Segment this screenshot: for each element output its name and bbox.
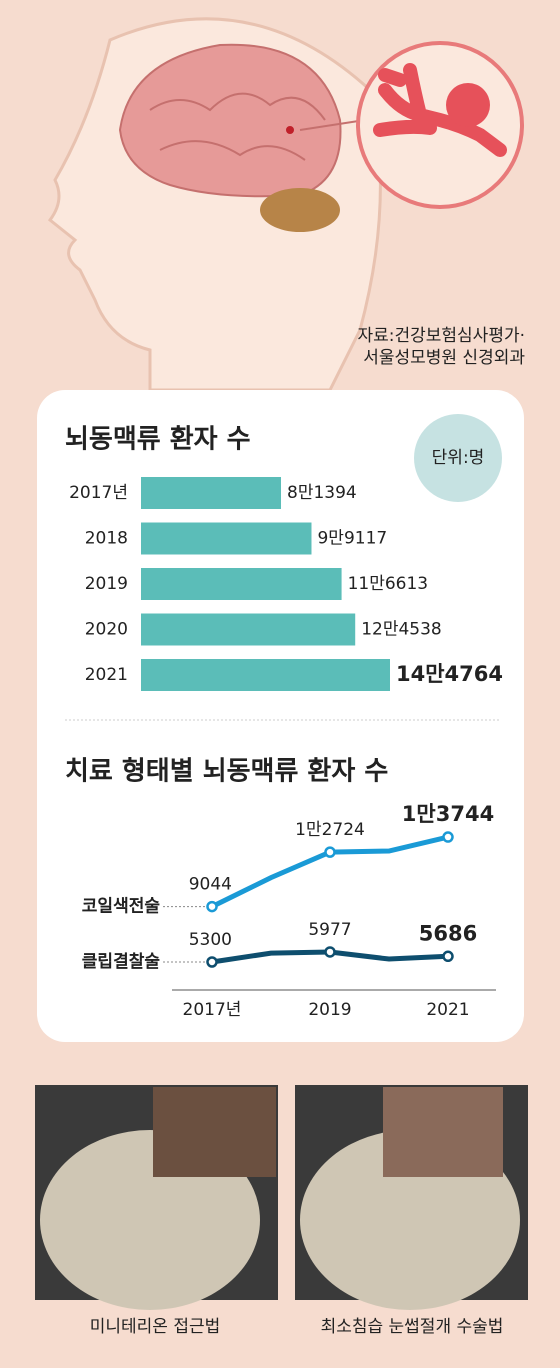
pointer [299,119,366,131]
bar [141,613,356,646]
value-label: 14만4764 [396,662,503,686]
value-label: 5977 [308,920,351,940]
source: 자료:건강보험심사평가· [357,326,525,346]
brain-folds [149,92,326,161]
series-label: 코일색전술 [82,897,161,917]
value-label: 1만3744 [402,802,494,826]
y-tick-label: 2017년 [69,483,128,503]
x-tick-label: 2017년 [183,1000,242,1020]
marker [442,831,454,843]
x-tick-label: 2019 [308,1000,351,1020]
y-tick-label: 2020 [85,620,128,640]
aneurysm-spot [286,126,294,134]
y-tick-label: 2019 [85,574,128,594]
marker [442,950,454,963]
brain [118,43,342,198]
value-label: 9만9117 [317,529,387,549]
value-label: 9044 [189,875,232,895]
series-label: 클립결찰술 [82,952,161,972]
vessel [373,63,507,157]
cerebellum [260,188,340,232]
y-tick-label: 2021 [85,665,128,685]
aneurysm [446,83,490,127]
chart-title: 뇌동맥류 환자 수 [65,425,251,455]
marker [206,956,218,968]
value-label: 5300 [189,930,232,950]
bar [141,477,282,509]
unit: 단위:명 [432,448,485,468]
caption: 미니테리온 접근법 [90,1317,221,1337]
photo-inset [383,1087,503,1177]
value-label: 1만2724 [295,820,365,840]
value-label: 5686 [419,921,477,945]
marker [324,946,336,958]
y-tick-label: 2018 [85,529,128,549]
marker [324,846,336,858]
marker [206,900,218,913]
photo-inset [153,1087,276,1177]
source: 서울성모병원 신경외과 [363,348,525,368]
bar [141,568,342,600]
caption: 최소침습 눈썹절개 수술법 [321,1317,504,1337]
chart-title: 치료 형태별 뇌동맥류 환자 수 [65,757,388,787]
x-tick-label: 2021 [426,1000,469,1020]
unit-badge [414,414,502,502]
bar [141,659,390,691]
value-label: 12만4538 [361,620,442,640]
value-label: 11만6613 [348,574,429,594]
value-label: 8만1394 [287,483,357,503]
bar [141,522,312,555]
